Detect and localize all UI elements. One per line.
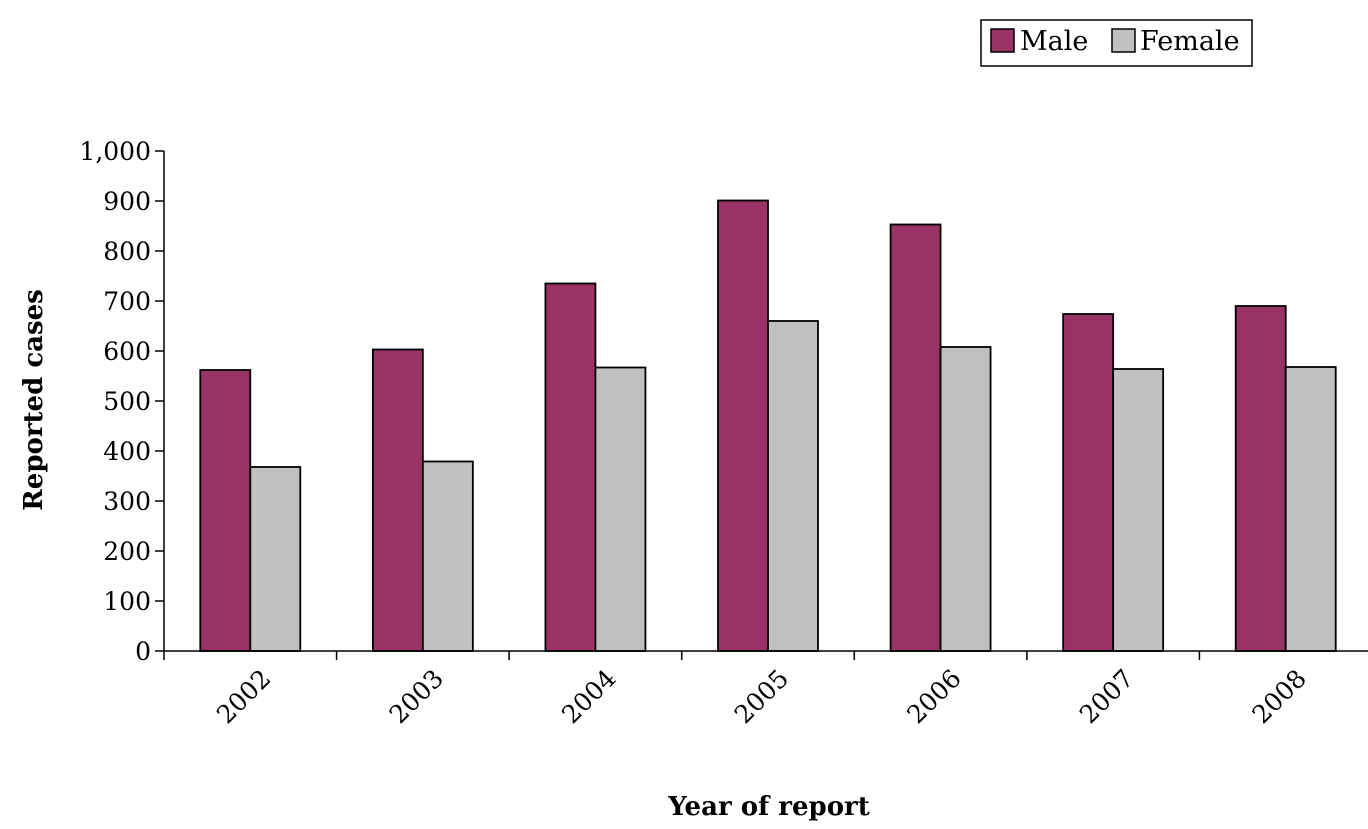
plot-area (199, 199, 1337, 652)
bar-male-2002 (199, 369, 252, 652)
y-tick-label: 300 (103, 487, 151, 516)
y-tick-label: 1,000 (79, 137, 151, 166)
legend-swatch-female (1111, 28, 1136, 53)
y-axis-title: Reported cases (19, 289, 49, 511)
x-tick-label-2008: 2008 (1246, 664, 1311, 729)
bar-male-2003 (371, 348, 424, 652)
x-tick-label-2007: 2007 (1074, 664, 1139, 729)
legend-swatch-male (990, 28, 1015, 53)
y-tick-label: 0 (135, 637, 151, 666)
bar-female-2008 (1284, 366, 1337, 652)
y-tick-label: 500 (103, 387, 151, 416)
y-axis: 0 100 200 300 400 500 600 700 800 900 1,000 (79, 137, 165, 666)
bar-female-2002 (249, 466, 302, 652)
x-tick-label-2005: 2005 (729, 664, 794, 729)
x-tick-label-2004: 2004 (556, 664, 621, 729)
y-tick-label: 900 (103, 187, 151, 216)
y-tick-label: 600 (103, 337, 151, 366)
x-axis: 2002 2003 2004 2005 2006 2007 2008 (163, 650, 1368, 729)
y-tick-label: 700 (103, 287, 151, 316)
x-tick-label-2003: 2003 (384, 664, 449, 729)
bar-male-2004 (544, 282, 597, 652)
bar-female-2006 (939, 346, 992, 652)
y-tick-label: 400 (103, 437, 151, 466)
y-tick-label: 800 (103, 237, 151, 266)
bar-female-2007 (1112, 368, 1165, 652)
legend-label-male: Male (1020, 26, 1088, 57)
bar-male-2006 (889, 223, 942, 652)
bar-female-2004 (594, 366, 647, 652)
bar-male-2005 (717, 199, 769, 652)
bar-female-2005 (767, 320, 819, 652)
x-tick-label-2002: 2002 (211, 664, 276, 729)
x-axis-title: Year of report (667, 792, 870, 822)
bar-female-2003 (421, 460, 474, 652)
x-tick-label-2006: 2006 (901, 664, 966, 729)
bar-male-2007 (1062, 313, 1115, 652)
bar-male-2008 (1234, 305, 1287, 652)
y-tick-label: 100 (103, 587, 151, 616)
y-tick-label: 200 (103, 537, 151, 566)
legend-label-female: Female (1140, 26, 1240, 57)
legend: Male Female (980, 19, 1253, 67)
